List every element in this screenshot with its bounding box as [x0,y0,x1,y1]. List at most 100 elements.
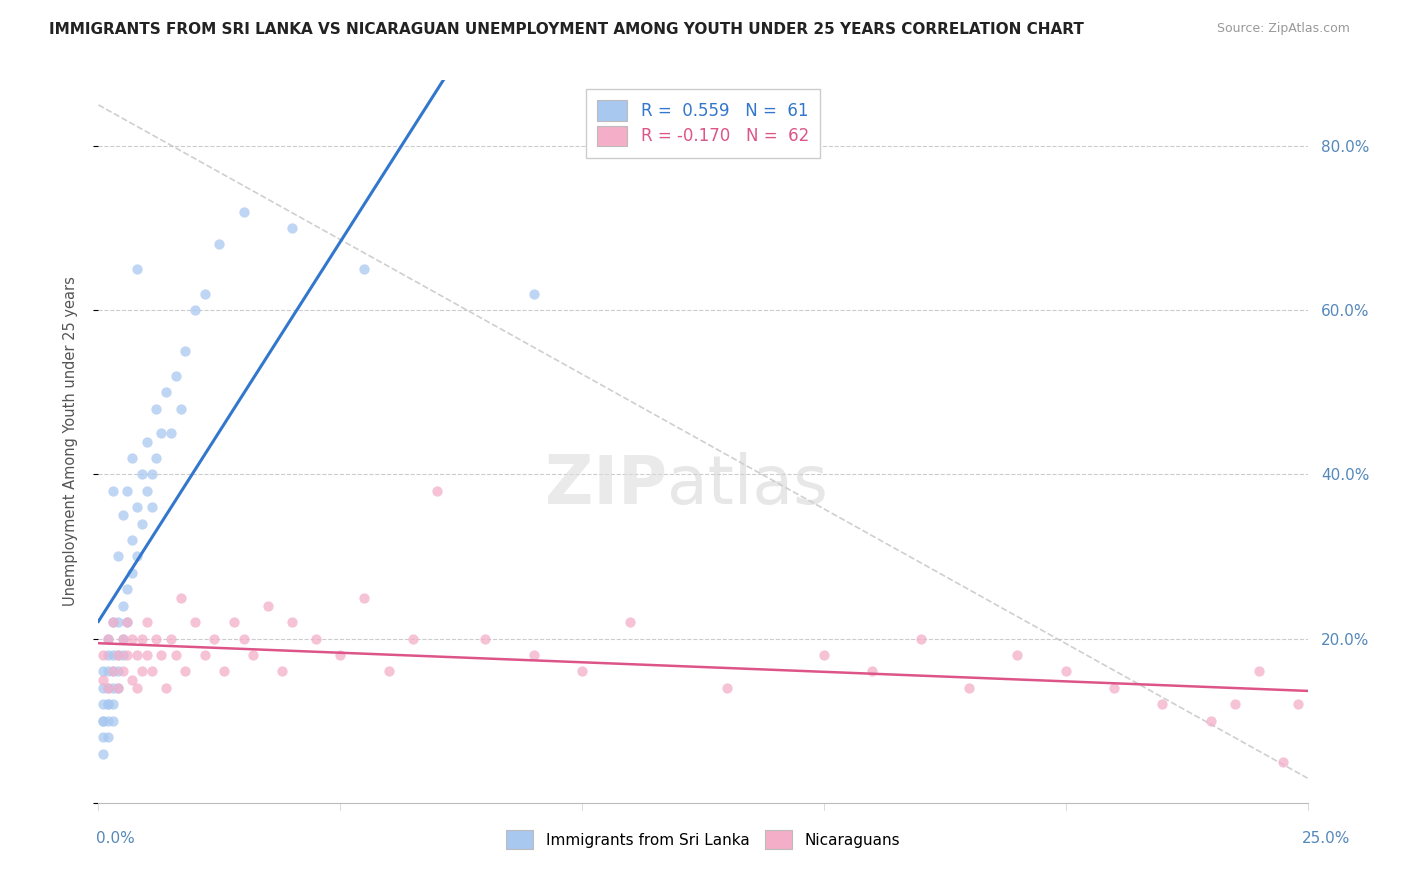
Text: 0.0%: 0.0% [96,831,135,846]
Point [111,648,134,662]
Point [107,615,129,630]
Point [107,681,129,695]
Point [256,599,278,613]
Text: IMMIGRANTS FROM SRI LANKA VS NICARAGUAN UNEMPLOYMENT AMONG YOUTH UNDER 25 YEARS : IMMIGRANTS FROM SRI LANKA VS NICARAGUAN … [49,22,1084,37]
Point [271,665,294,679]
Point [155,385,177,400]
Point [101,648,124,662]
Point [571,665,593,679]
Point [377,665,399,679]
Point [107,665,129,679]
Point [107,549,129,564]
Point [101,698,124,712]
Point [127,262,149,277]
Point [101,665,124,679]
Point [131,632,153,646]
Text: Source: ZipAtlas.com: Source: ZipAtlas.com [1216,22,1350,36]
Point [329,648,352,662]
Point [160,632,183,646]
Point [121,632,143,646]
Point [184,303,207,318]
Point [91,747,114,761]
Point [353,591,375,605]
Point [523,648,546,662]
Text: ZIP: ZIP [544,452,666,518]
Point [97,632,120,646]
Point [402,632,425,646]
Point [111,665,134,679]
Point [165,648,187,662]
Point [910,632,932,646]
Point [111,508,134,523]
Point [101,665,124,679]
Point [281,615,304,630]
Point [91,714,114,728]
Point [232,204,254,219]
Point [97,632,120,646]
Point [174,344,197,359]
Point [141,500,163,515]
Point [474,632,496,646]
Point [127,549,149,564]
Point [204,632,226,646]
Point [127,648,149,662]
Point [426,483,449,498]
Point [127,500,149,515]
Point [523,286,546,301]
Point [121,566,143,580]
Point [1152,698,1174,712]
Point [155,681,177,695]
Point [91,665,114,679]
Point [194,648,217,662]
Point [150,648,173,662]
Point [97,730,120,744]
Point [957,681,980,695]
Point [131,665,153,679]
Point [117,615,139,630]
Point [101,681,124,695]
Point [97,648,120,662]
Point [169,591,191,605]
Point [131,467,153,482]
Point [117,648,139,662]
Point [281,221,304,235]
Point [135,483,157,498]
Text: atlas: atlas [666,452,828,518]
Point [160,426,183,441]
Point [135,648,157,662]
Y-axis label: Unemployment Among Youth under 25 years: Unemployment Among Youth under 25 years [63,277,77,607]
Point [101,483,124,498]
Point [121,673,143,687]
Point [716,681,738,695]
Point [91,673,114,687]
Point [1199,714,1222,728]
Point [145,450,167,465]
Point [117,483,139,498]
Point [121,533,143,547]
Point [1007,648,1029,662]
Point [169,401,191,416]
Point [353,262,375,277]
Point [91,681,114,695]
Point [101,615,124,630]
Point [135,434,157,449]
Point [194,286,217,301]
Point [111,599,134,613]
Point [813,648,835,662]
Point [232,632,254,646]
Point [101,714,124,728]
Point [97,698,120,712]
Legend: Immigrants from Sri Lanka, Nicaraguans: Immigrants from Sri Lanka, Nicaraguans [498,822,908,856]
Point [107,648,129,662]
Point [1223,698,1246,712]
Point [1054,665,1077,679]
Point [860,665,883,679]
Point [242,648,264,662]
Point [107,681,129,695]
Point [97,714,120,728]
Point [619,615,641,630]
Point [91,730,114,744]
Point [145,401,167,416]
Point [117,582,139,597]
Point [111,632,134,646]
